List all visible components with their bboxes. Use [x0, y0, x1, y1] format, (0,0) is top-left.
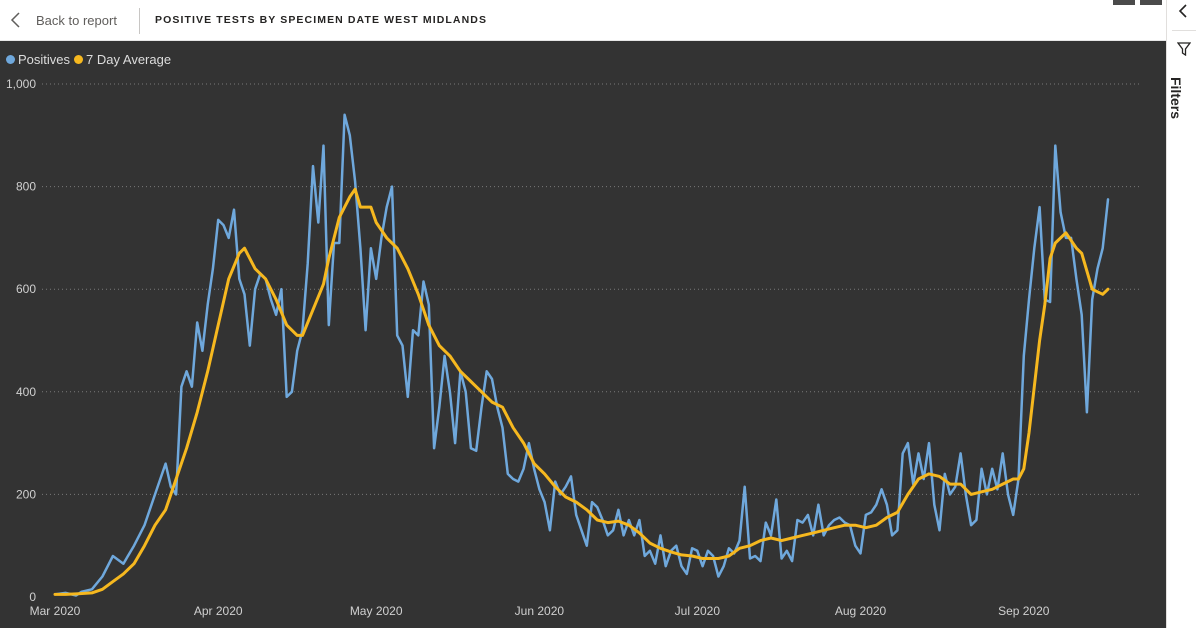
- y-tick-label: 600: [16, 282, 36, 296]
- series-line-positives[interactable]: [53, 113, 1110, 597]
- panel-divider: [1172, 30, 1196, 31]
- filters-label[interactable]: Filters: [1168, 76, 1184, 120]
- legend-item-7-day-average[interactable]: 7 Day Average: [74, 52, 171, 67]
- back-label: Back to report: [36, 12, 117, 28]
- x-tick-label: May 2020: [350, 604, 403, 618]
- legend-label: 7 Day Average: [86, 52, 172, 67]
- visual-option-button[interactable]: [1113, 0, 1135, 5]
- x-tick-label: Mar 2020: [30, 604, 81, 618]
- x-tick-label: Jun 2020: [515, 604, 565, 618]
- filter-funnel-icon[interactable]: [1177, 42, 1191, 56]
- chart-canvas: [0, 41, 1166, 628]
- x-tick-label: Jul 2020: [675, 604, 721, 618]
- y-tick-label: 0: [29, 590, 36, 604]
- back-to-report-button[interactable]: Back to report: [10, 0, 117, 40]
- legend-dot-icon: [74, 55, 84, 64]
- chart-legend: Positives 7 Day Average: [6, 52, 175, 67]
- series-line-7-day-average[interactable]: [53, 187, 1110, 596]
- report-header: Back to report POSITIVE TESTS BY SPECIME…: [0, 0, 1166, 41]
- line-chart: 0 200 400 600 800 1,000 Mar 2020 Apr 2020 May 20…: [6, 77, 1140, 618]
- x-tick-label: Aug 2020: [835, 604, 887, 618]
- y-tick-label: 800: [16, 180, 36, 194]
- legend-item-positives[interactable]: Positives: [6, 52, 70, 67]
- y-tick-label: 400: [16, 385, 36, 399]
- header-divider: [139, 8, 140, 34]
- x-tick-label: Sep 2020: [998, 604, 1050, 618]
- page-title: POSITIVE TESTS BY SPECIMEN DATE WEST MID…: [155, 14, 488, 26]
- legend-label: Positives: [18, 52, 71, 67]
- x-tick-label: Apr 2020: [194, 604, 243, 618]
- visual-option-button[interactable]: [1140, 0, 1162, 5]
- y-tick-label: 200: [16, 487, 36, 501]
- chevron-left-icon: [10, 12, 20, 28]
- y-tick-label: 1,000: [6, 77, 36, 91]
- filters-pane: Filters: [1166, 0, 1200, 628]
- chevron-left-icon[interactable]: [1176, 4, 1190, 18]
- legend-dot-icon: [6, 55, 15, 64]
